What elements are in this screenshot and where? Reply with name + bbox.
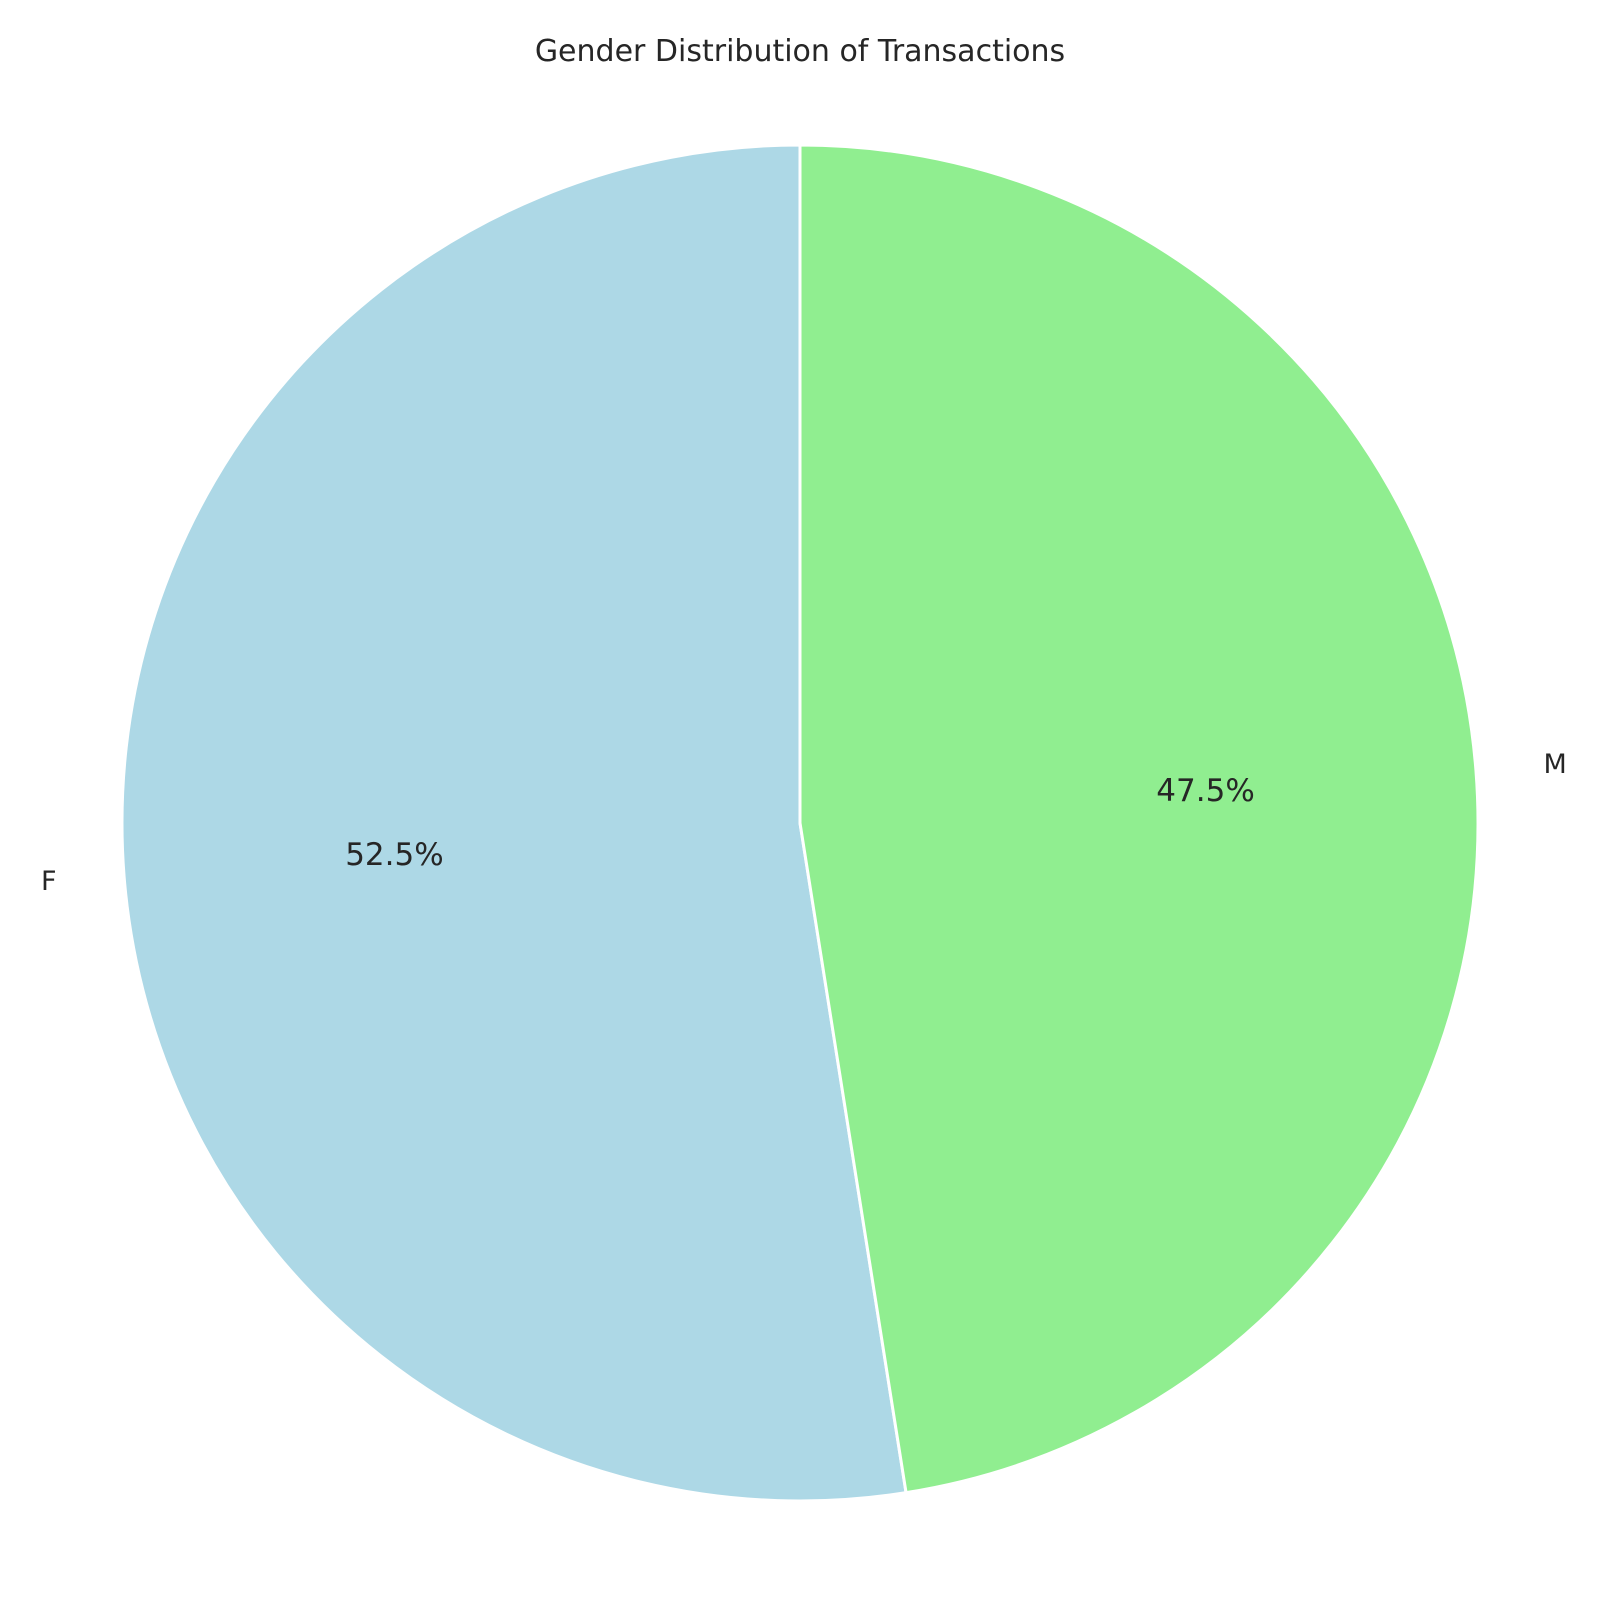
slice-label-f: F (41, 866, 57, 897)
pie-slice-m (798, 143, 1480, 1495)
pie-slices (120, 143, 1480, 1503)
pct-label-m: 47.5% (1156, 773, 1254, 809)
slice-label-m: M (1544, 749, 1567, 780)
pie-labels: F 52.5% M 47.5% (41, 749, 1567, 897)
chart-title: Gender Distribution of Transactions (535, 34, 1065, 69)
pie-slice-f (120, 143, 908, 1503)
pct-label-f: 52.5% (345, 837, 443, 873)
